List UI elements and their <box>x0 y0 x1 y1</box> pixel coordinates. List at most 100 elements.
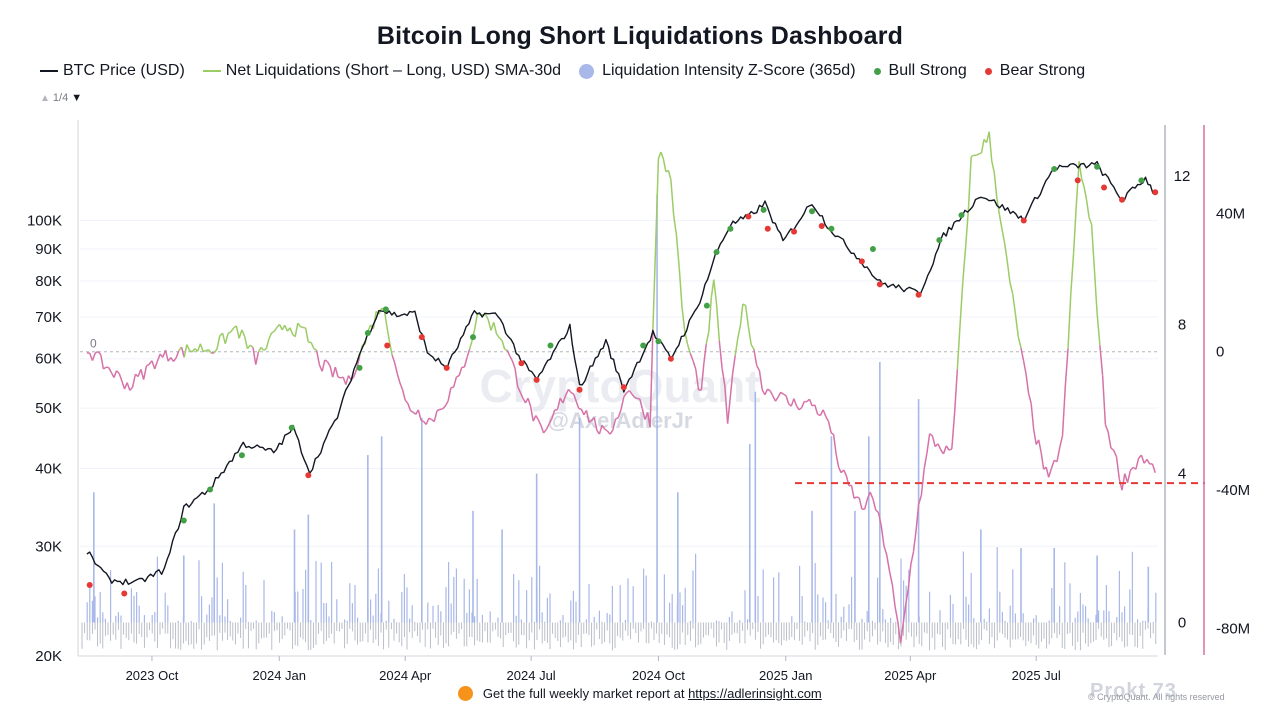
btc-price-line <box>86 160 1156 586</box>
net-liquidations-segment <box>342 376 347 385</box>
net-liquidations-segment <box>888 571 894 585</box>
net-liquidations-segment <box>289 327 294 335</box>
net-liquidations-segment <box>620 396 625 410</box>
net-liquidations-segment <box>146 363 150 367</box>
chart-legend: BTC Price (USD) Net Liquidations (Short … <box>40 62 1103 80</box>
net-liquidations-segment <box>1113 449 1118 457</box>
net-liquidations-segment <box>415 409 419 415</box>
net-liquidations-segment <box>350 375 355 381</box>
net-liquidations-segment <box>1143 458 1148 464</box>
net-liquidations-segment <box>942 445 947 455</box>
net-liquidations-segment <box>1047 468 1053 478</box>
net-liquidations-segment <box>313 347 318 352</box>
net-liquidations-segment <box>662 158 667 172</box>
bull-strong-point <box>238 452 245 459</box>
legend-item-zscore[interactable]: Liquidation Intensity Z-Score (365d) <box>579 62 856 80</box>
axes-layer: 100K 90K 80K 70K 60K 50K 40K 30K 20K 12 8 4 0 40M 0 -40… <box>27 120 1250 683</box>
net-liquidations-segment <box>917 495 923 505</box>
net-liquidations-segment <box>726 398 731 424</box>
net-liquidations-segment <box>121 380 126 390</box>
net-liquidations-segment <box>522 397 527 404</box>
net-liquidations-segment <box>358 345 364 357</box>
net-liquidations-segment <box>1009 282 1014 294</box>
net-liquidations-segment <box>529 406 534 422</box>
net-liquidations-segment <box>1056 447 1061 462</box>
net-liquidations-segment <box>394 362 399 375</box>
net-liquidations-segment <box>514 368 519 387</box>
bull-strong-point <box>356 364 363 371</box>
triangle-down-icon[interactable]: ▼ <box>71 92 83 104</box>
net-liquidations-segment <box>243 336 249 349</box>
net-liquidations-segment <box>601 424 606 430</box>
net-liquidations-segment <box>962 246 967 281</box>
net-liquidations-segment <box>329 365 334 378</box>
net-liquidations-segment <box>825 416 830 423</box>
net-liquidations-segment <box>937 443 942 450</box>
net-liquidations-segment <box>774 396 779 402</box>
net-liquidations-segment <box>667 170 672 180</box>
net-liquidations-segment <box>118 373 123 382</box>
net-liquidations-segment <box>739 304 744 327</box>
bear-strong-point <box>305 472 312 479</box>
net-liquidations-segment <box>386 326 391 342</box>
net-liquidations-segment <box>180 346 185 358</box>
net-liquidations-segment <box>1072 204 1078 254</box>
bear-strong-point <box>86 582 93 589</box>
net-liquidations-segment <box>519 391 524 399</box>
net-liquidations-segment <box>318 364 323 372</box>
legend-item-bear-strong[interactable]: Bear Strong <box>984 62 1085 80</box>
net-liquidations-segment <box>710 279 715 298</box>
net-liquidations-segment <box>929 433 933 437</box>
net-liquidations-segment <box>255 351 260 365</box>
net-liquidations-segment <box>126 382 131 391</box>
left-axis-tick: 80K <box>35 273 62 290</box>
net-liquidations-segment <box>1107 431 1112 449</box>
bull-strong-point <box>470 334 477 341</box>
net-liquidations-segment <box>894 606 899 622</box>
net-liquidations-segment <box>639 398 644 410</box>
net-liquidations-segment <box>431 418 435 423</box>
net-liquidations-segment <box>604 428 608 432</box>
net-liquidations-segment <box>286 327 291 332</box>
net-liquidations-segment <box>224 333 229 344</box>
legend-item-btc-price[interactable]: BTC Price (USD) <box>40 62 185 80</box>
net-axis-tick: -80M <box>1216 620 1250 637</box>
net-liquidations-segment <box>216 335 221 350</box>
net-liquidations-segment <box>672 215 678 236</box>
net-liquidations-segment <box>170 357 175 362</box>
net-liquidations-segment <box>819 409 824 416</box>
footer-link[interactable]: https://adlerinsight.com <box>688 686 822 701</box>
net-liquidations-segment <box>391 354 396 364</box>
net-liquidations-segment <box>159 353 164 358</box>
triangle-up-icon[interactable]: ▲ <box>40 92 50 104</box>
net-liquidations-segment <box>708 297 713 332</box>
net-liquidations-segment <box>167 357 172 362</box>
net-liquidations-segment <box>562 394 567 404</box>
net-liquidations-segment <box>1070 253 1075 294</box>
net-liquidations-segment <box>866 491 871 500</box>
net-liquidations-segment <box>780 391 784 395</box>
legend-item-net-liquidations[interactable]: Net Liquidations (Short – Long, USD) SMA… <box>202 62 561 80</box>
net-liquidations-segment <box>570 391 574 395</box>
net-liquidations-segment <box>827 421 832 433</box>
watermark-handle: @AxelAdlerJr <box>548 408 693 433</box>
bear-strong-point <box>443 364 450 371</box>
net-liquidations-segment <box>912 530 917 552</box>
net-liquidations-segment <box>681 306 686 332</box>
bear-strong-point <box>576 386 583 393</box>
net-liquidations-segment <box>353 368 358 377</box>
net-liquidations-segment <box>753 349 758 366</box>
net-liquidations-segment <box>1126 470 1132 483</box>
net-liquidations-segment <box>88 352 94 361</box>
zscore-axis-tick: 4 <box>1178 466 1186 483</box>
net-liquidations-segment <box>767 388 771 392</box>
net-liquidations-segment <box>782 393 787 397</box>
net-liquidations-segment <box>863 498 869 510</box>
net-liquidations-segment <box>583 410 588 416</box>
net-liquidations-segment <box>347 375 352 381</box>
net-liquidations-segment <box>945 445 950 451</box>
net-liquidations-segment <box>284 325 289 332</box>
legend-item-bull-strong[interactable]: Bull Strong <box>873 62 967 80</box>
net-liquidations-segment <box>356 356 361 369</box>
net-liquidations-segment <box>750 344 755 350</box>
